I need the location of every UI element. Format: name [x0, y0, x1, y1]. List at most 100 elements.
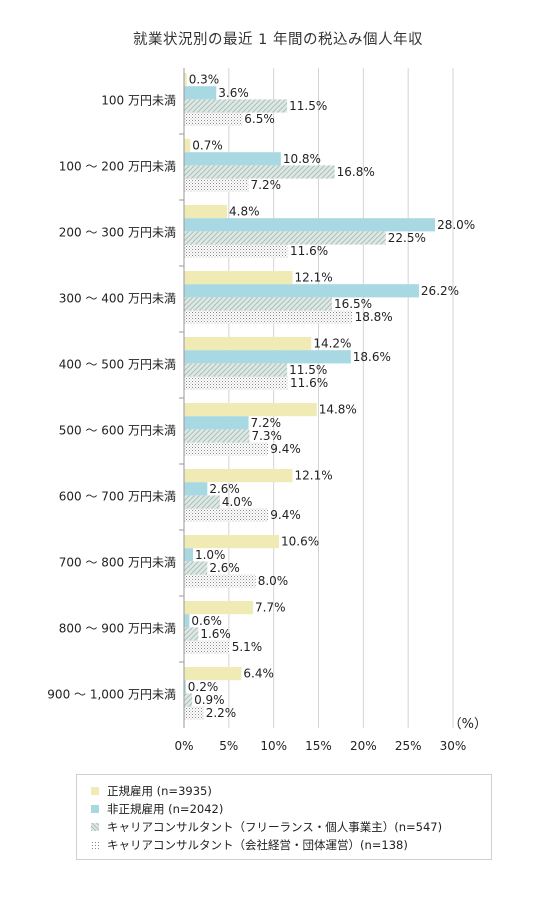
data-label: 26.2% — [421, 284, 459, 298]
data-label: 28.0% — [437, 218, 475, 232]
bar-4 — [184, 574, 256, 588]
legend-swatch-nonregular — [91, 805, 99, 813]
legend-swatch-freelance — [91, 823, 99, 831]
data-label: 2.6% — [209, 482, 240, 496]
data-label: 11.6% — [290, 376, 328, 390]
data-label: 7.2% — [251, 178, 282, 192]
data-label: 0.6% — [191, 614, 222, 628]
bar-2 — [184, 284, 419, 298]
x-tick-label: 25% — [395, 739, 422, 753]
bar-2 — [184, 680, 186, 694]
legend-item-regular: 正規雇用 (n=3935) — [91, 783, 212, 799]
bar-2 — [184, 86, 217, 100]
data-label: 11.5% — [289, 99, 327, 113]
bar-4 — [184, 640, 230, 654]
category-label: 500 ～ 600 万円未満 — [59, 424, 176, 438]
data-label: 6.4% — [243, 667, 273, 681]
category-label: 600 ～ 700 万円未満 — [59, 490, 176, 504]
data-label: 0.9% — [194, 693, 225, 707]
bar-3 — [184, 627, 199, 641]
legend: 正規雇用 (n=3935) 非正規雇用 (n=2042) キャリアコンサルタント… — [76, 774, 492, 860]
data-label: 7.3% — [251, 429, 282, 443]
data-label: 1.6% — [200, 627, 231, 641]
data-labels: 0.3%3.6% 11.5% 6.5% 0.7% 10.8% 16.8% 7.2% 4.8% 2… — [188, 73, 475, 721]
legend-label-management: キャリアコンサルタント（会社経営・団体運営）(n=138) — [107, 838, 408, 852]
data-label: 9.4% — [270, 508, 301, 522]
grid-lines — [228, 68, 454, 728]
data-label: 2.2% — [206, 706, 237, 720]
category-label: 700 ～ 800 万円未満 — [59, 556, 176, 570]
data-label: 11.5% — [289, 363, 327, 377]
legend-label-freelance: キャリアコンサルタント（フリーランス・個人事業主）(n=547) — [107, 820, 443, 834]
category-label: 400 ～ 500 万円未満 — [59, 358, 176, 372]
data-label: 10.8% — [283, 152, 321, 166]
bar-3 — [184, 231, 386, 245]
bar-3 — [184, 99, 288, 113]
data-label: 4.0% — [222, 495, 253, 509]
unit-label: （%） — [449, 717, 487, 732]
data-label: 6.5% — [244, 112, 274, 126]
x-tick-label: 5% — [219, 739, 238, 753]
legend-swatch-regular — [91, 787, 99, 795]
bar-1 — [184, 205, 228, 219]
bars — [184, 73, 436, 720]
data-label: 16.5% — [334, 297, 372, 311]
bar-4 — [184, 706, 204, 720]
legend-label-regular: 正規雇用 (n=3935) — [107, 784, 212, 798]
category-label: 200 ～ 300 万円未満 — [59, 226, 176, 240]
data-label: 3.6% — [218, 86, 249, 100]
x-tick-label: 10% — [260, 739, 287, 753]
x-tick-label: 15% — [305, 739, 332, 753]
data-label: 0.3% — [189, 73, 220, 87]
x-tick-label: 20% — [350, 739, 377, 753]
bar-2 — [184, 350, 351, 364]
x-tick-label: 30% — [440, 739, 467, 753]
bar-2 — [184, 482, 208, 496]
bar-1 — [184, 403, 317, 417]
legend-item-management: キャリアコンサルタント（会社経営・団体運営）(n=138) — [91, 837, 408, 853]
data-label: 0.2% — [188, 680, 219, 694]
bar-3 — [184, 165, 335, 179]
bar-4 — [184, 244, 289, 258]
category-label: 100 ～ 200 万円未満 — [59, 160, 176, 174]
bar-1 — [184, 469, 293, 483]
legend-item-nonregular: 非正規雇用 (n=2042) — [91, 801, 223, 817]
bar-1 — [184, 73, 187, 87]
bar-3 — [184, 297, 332, 311]
bar-3 — [184, 495, 220, 509]
bar-1 — [184, 271, 293, 285]
bar-3 — [184, 429, 250, 443]
legend-item-freelance: キャリアコンサルタント（フリーランス・個人事業主）(n=547) — [91, 819, 442, 835]
bar-2 — [184, 218, 436, 232]
bar-1 — [184, 337, 312, 351]
data-label: 12.1% — [294, 271, 332, 285]
data-label: 4.8% — [229, 205, 259, 219]
data-label: 7.2% — [251, 416, 282, 430]
data-label: 10.6% — [281, 535, 319, 549]
bar-2 — [184, 416, 249, 430]
bar-3 — [184, 561, 208, 575]
bar-3 — [184, 363, 288, 377]
data-label: 14.2% — [313, 337, 351, 351]
bar-4 — [184, 376, 289, 390]
category-label: 900 ～ 1,000 万円未満 — [47, 688, 176, 702]
bar-4 — [184, 178, 249, 192]
bar-4 — [184, 310, 353, 324]
axes: 0% 5% 10% 15% 20% 25% 30% （%） 100 万円未満 100 ～ 200 … — [47, 68, 487, 753]
category-label: 100 万円未満 — [101, 94, 176, 108]
data-label: 12.1% — [294, 469, 332, 483]
data-label: 5.1% — [232, 640, 262, 654]
legend-label-nonregular: 非正規雇用 (n=2042) — [107, 802, 224, 816]
data-label: 18.8% — [355, 310, 393, 324]
bar-2 — [184, 548, 193, 562]
bar-1 — [184, 139, 191, 153]
legend-swatch-management — [91, 841, 99, 849]
bar-4 — [184, 508, 269, 522]
bar-1 — [184, 535, 280, 549]
data-label: 18.6% — [353, 350, 391, 364]
data-label: 7.7% — [255, 601, 286, 615]
data-label: 2.6% — [209, 561, 240, 575]
data-label: 14.8% — [319, 403, 357, 417]
category-label: 800 ～ 900 万円未満 — [59, 622, 176, 636]
data-label: 16.8% — [337, 165, 375, 179]
